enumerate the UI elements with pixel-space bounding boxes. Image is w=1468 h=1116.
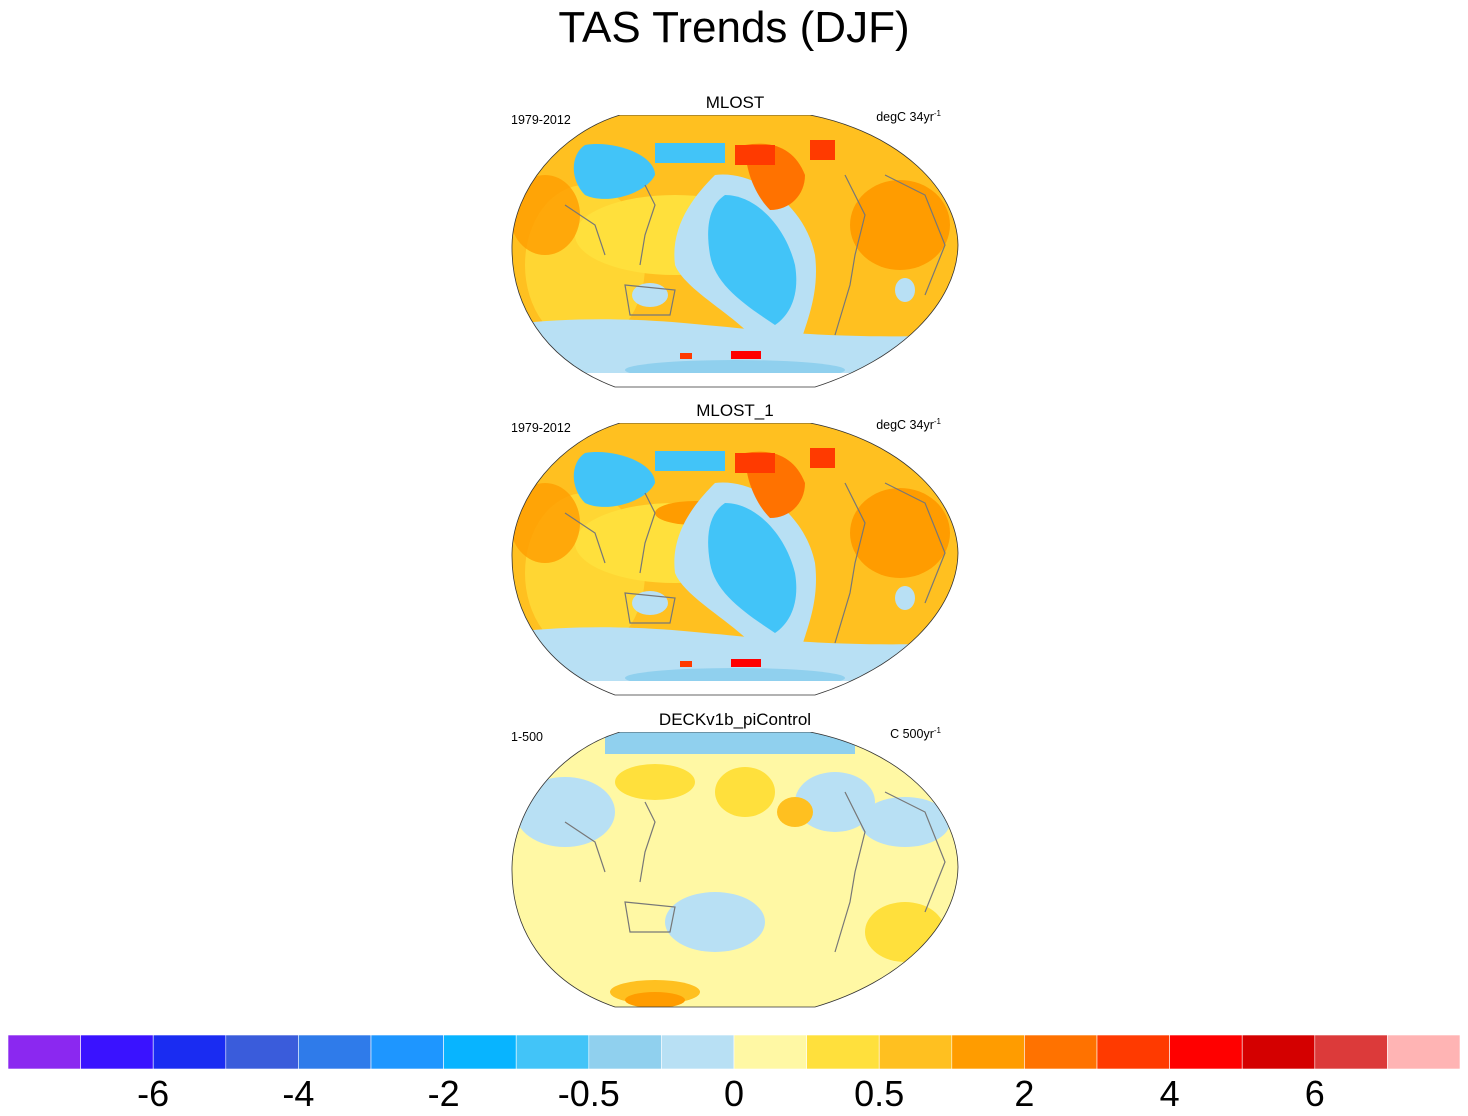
panel-mlost-1: MLOST_1 1979-2012 degC 34yr-1 [505,401,965,701]
colorbar-swatch [443,1035,517,1069]
colorbar-swatch [1024,1035,1098,1069]
colorbar-swatch [515,1035,590,1069]
panel-units: degC 34yr-1 [876,417,941,432]
colorbar-swatch [1169,1035,1243,1069]
panel-title: MLOST_1 [696,401,774,420]
colorbar-swatch [878,1035,953,1069]
colorbar-swatch [1314,1035,1388,1069]
colorbar-swatch [225,1035,299,1069]
trend-map [511,423,959,696]
chart-title: TAS Trends (DJF) [558,3,910,52]
colorbar-swatch [80,1035,154,1069]
panel-units: C 500yr-1 [890,726,941,741]
panel-period: 1979-2012 [511,421,571,435]
colorbar-swatch [8,1035,81,1069]
trend-map [511,115,959,388]
colorbar-tick-label: -2 [427,1073,460,1114]
colorbar-swatch [733,1035,807,1069]
colorbar-swatch [1387,1035,1460,1069]
colorbar-swatch [806,1035,880,1069]
colorbar-swatch [1096,1035,1170,1069]
colorbar-swatch [152,1035,227,1069]
colorbar-tick-label: -6 [137,1073,170,1114]
colorbar-tick-label: 6 [1304,1073,1325,1114]
colorbar-swatch [298,1035,372,1069]
panel-period: 1-500 [511,730,543,744]
colorbar-swatch [661,1035,735,1069]
panel-period: 1979-2012 [511,113,571,127]
colorbar-swatch [951,1035,1025,1069]
colorbar-tick-label: 2 [1014,1073,1035,1114]
panel-mlost: MLOST 1979-2012 degC 34yr-1 [505,93,965,393]
colorbar-swatch [588,1035,662,1069]
panel-title: MLOST [705,93,765,112]
colorbar [8,1035,1460,1069]
colorbar-tick-label: 0.5 [854,1073,905,1114]
colorbar-tick-label: 4 [1159,1073,1180,1114]
colorbar-swatch [370,1035,444,1069]
panel-units: degC 34yr-1 [876,109,941,124]
colorbar-labels: -6 -4 -2 -0.5 0 0.5 2 4 6 [0,1074,1468,1114]
trend-map [511,732,959,1008]
panel-title: DECKv1b_piControl [658,710,812,729]
colorbar-tick-label: -4 [282,1073,315,1114]
colorbar-swatch [1241,1035,1316,1069]
colorbar-tick-label: -0.5 [557,1073,620,1114]
colorbar-tick-label: 0 [723,1073,745,1114]
panel-deckv1b-picontrol: DECKv1b_piControl 1-500 C 500yr-1 [505,710,965,1010]
